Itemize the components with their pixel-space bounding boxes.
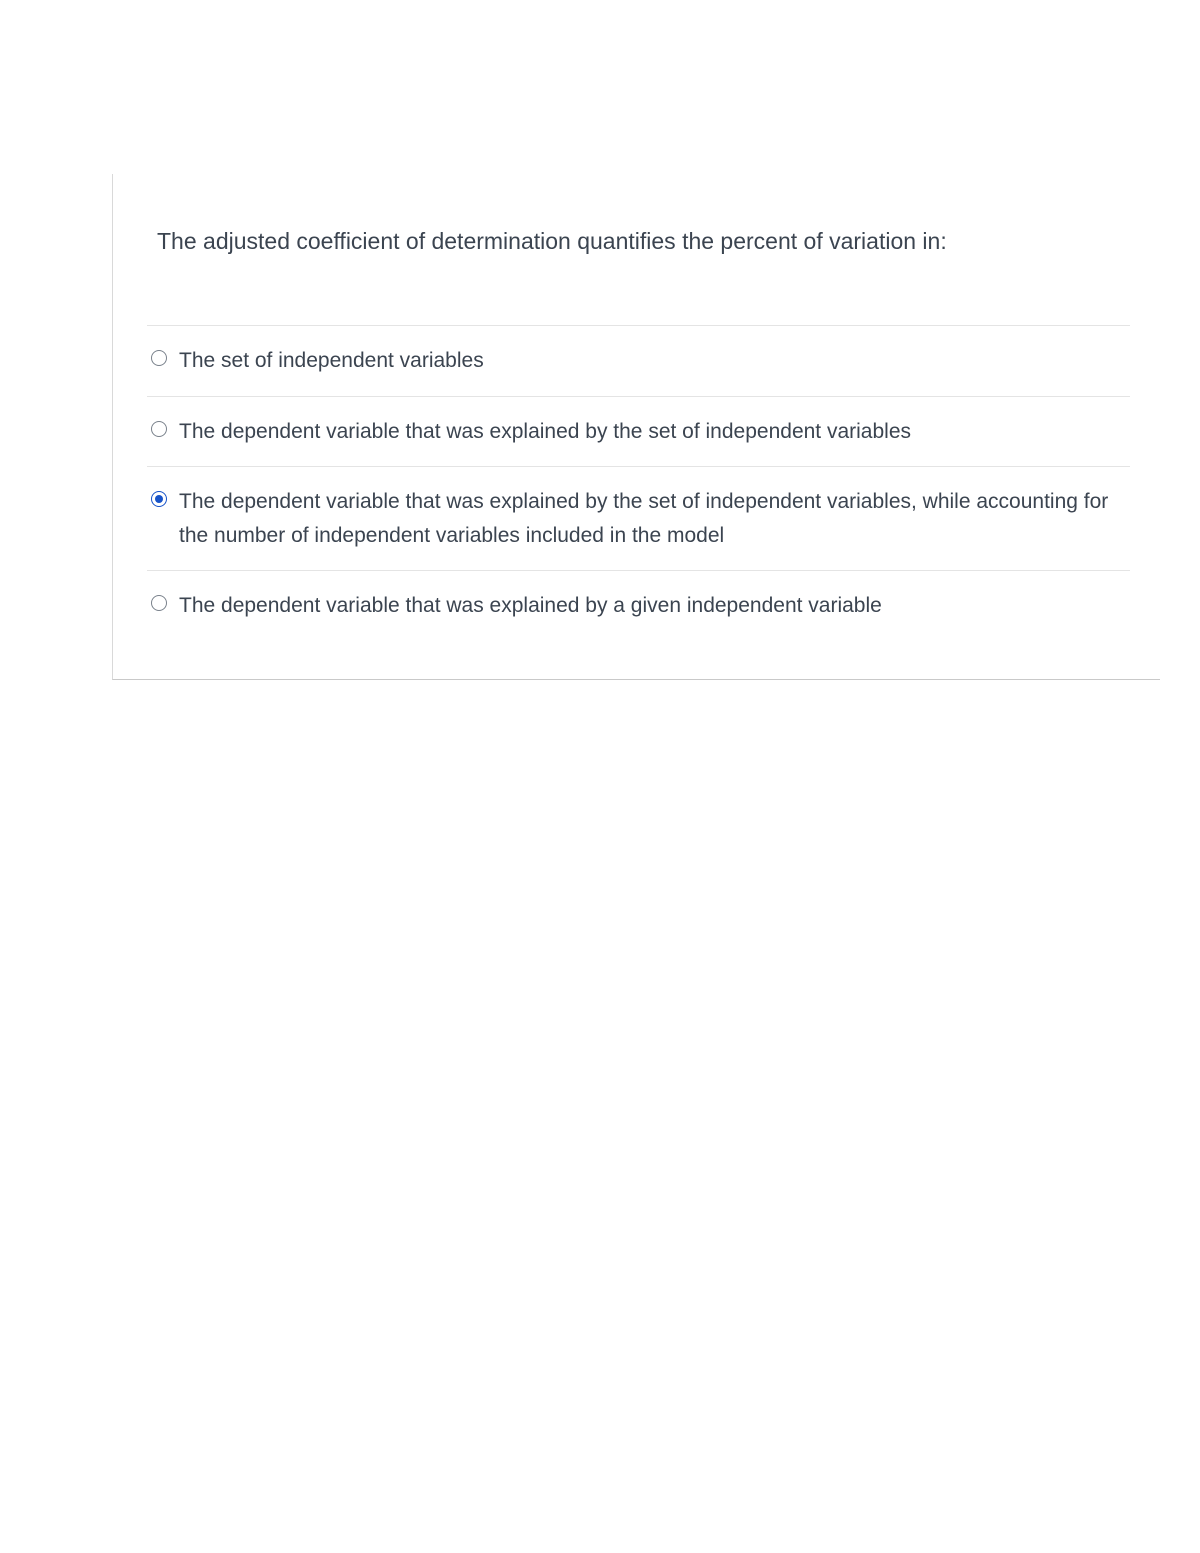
option-row[interactable]: The dependent variable that was explaine… [147,466,1130,570]
radio-icon[interactable] [151,421,167,437]
radio-icon[interactable] [151,350,167,366]
radio-icon[interactable] [151,595,167,611]
option-row[interactable]: The set of independent variables [147,325,1130,396]
option-row[interactable]: The dependent variable that was explaine… [147,570,1130,641]
option-label: The set of independent variables [179,344,484,378]
option-label: The dependent variable that was explaine… [179,415,911,449]
option-label: The dependent variable that was explaine… [179,485,1126,552]
question-prompt: The adjusted coefficient of determinatio… [113,174,1160,325]
option-label: The dependent variable that was explaine… [179,589,882,623]
options-list: The set of independent variables The dep… [113,325,1160,641]
question-card: The adjusted coefficient of determinatio… [112,174,1160,680]
radio-icon[interactable] [151,491,167,507]
option-row[interactable]: The dependent variable that was explaine… [147,396,1130,467]
